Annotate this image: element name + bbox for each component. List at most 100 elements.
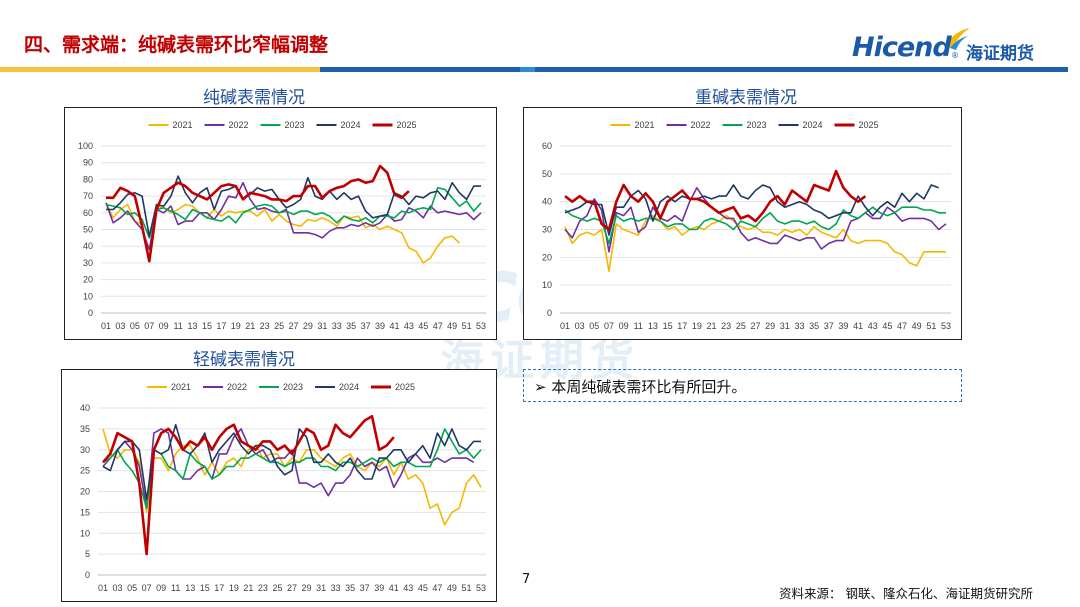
header-stripe-yellow: [0, 67, 320, 72]
y-tick-label: 90: [83, 158, 93, 168]
x-tick-label: 19: [231, 321, 241, 331]
y-tick-label: 30: [83, 258, 93, 268]
x-tick-label: 47: [432, 583, 442, 593]
x-tick-label: 41: [389, 583, 399, 593]
x-tick-label: 39: [838, 321, 848, 331]
y-tick-label: 0: [547, 308, 552, 318]
y-tick-label: 40: [80, 403, 90, 413]
y-tick-label: 30: [542, 225, 552, 235]
y-tick-label: 10: [542, 280, 552, 290]
x-tick-label: 25: [272, 583, 282, 593]
hicend-logo: Hicend ® 海证期货: [850, 26, 1060, 66]
x-tick-label: 41: [389, 321, 399, 331]
legend-label-2023: 2023: [747, 120, 767, 130]
x-tick-label: 05: [127, 583, 137, 593]
y-tick-label: 20: [542, 252, 552, 262]
x-tick-label: 19: [692, 321, 702, 331]
legend-label-2022: 2022: [691, 120, 711, 130]
legend-label-2023: 2023: [285, 120, 305, 130]
x-tick-label: 29: [303, 321, 313, 331]
x-tick-label: 51: [926, 321, 936, 331]
chart-title-light-ash: 轻碱表需情况: [193, 350, 295, 370]
y-tick-label: 25: [80, 466, 90, 476]
legend-label-2021: 2021: [171, 382, 191, 392]
x-tick-label: 43: [403, 583, 413, 593]
y-tick-label: 5: [85, 549, 90, 559]
y-tick-label: 15: [80, 507, 90, 517]
y-tick-label: 60: [83, 208, 93, 218]
x-tick-label: 15: [200, 583, 210, 593]
x-tick-label: 43: [404, 321, 414, 331]
x-tick-label: 37: [361, 321, 371, 331]
x-tick-label: 11: [171, 583, 180, 593]
legend-label-2025: 2025: [397, 120, 417, 130]
y-tick-label: 70: [83, 191, 93, 201]
note-text: 本周纯碱表需环比有所回升。: [551, 378, 747, 396]
chart-svg-soda-ash: 0 10 20 30 40 50 60 70 80 90 100 01 03 05 07 09 11 13 15 17…: [78, 120, 486, 331]
chart-title-dense-ash: 重碱表需情况: [695, 88, 797, 108]
series-line-2021: [564, 214, 946, 273]
series-line-2025: [102, 414, 395, 556]
x-tick-label: 53: [476, 583, 486, 593]
logo-swoosh-icon: [944, 28, 970, 50]
y-tick-label: 30: [80, 445, 90, 455]
x-tick-label: 15: [202, 321, 212, 331]
x-tick-label: 47: [897, 321, 907, 331]
chart-soda-ash: 0 10 20 30 40 50 60 70 80 90 100 01 03 05 07 09 11 13 15 17…: [64, 107, 497, 340]
series-line-2023: [105, 187, 482, 239]
x-tick-label: 33: [331, 583, 341, 593]
x-tick-label: 27: [287, 583, 297, 593]
y-tick-label: 10: [80, 528, 90, 538]
x-tick-label: 17: [216, 321, 226, 331]
x-tick-label: 21: [707, 321, 717, 331]
legend-label-2022: 2022: [227, 382, 247, 392]
x-tick-label: 21: [243, 583, 253, 593]
x-tick-label: 29: [765, 321, 775, 331]
x-tick-label: 09: [619, 321, 629, 331]
x-tick-label: 33: [794, 321, 804, 331]
x-tick-label: 23: [721, 321, 731, 331]
y-tick-label: 40: [83, 241, 93, 251]
chart-dense-ash: 0 10 20 30 40 50 60 01 03 05 07 09 11 13 15 17 19 21 23 25 2…: [523, 107, 962, 340]
y-tick-label: 60: [542, 141, 552, 151]
x-tick-label: 33: [332, 321, 342, 331]
series-line-2021: [102, 428, 482, 526]
legend-label-2021: 2021: [635, 120, 655, 130]
legend-label-2024: 2024: [803, 120, 823, 130]
x-tick-label: 07: [142, 583, 152, 593]
x-tick-label: 23: [260, 321, 270, 331]
x-tick-label: 37: [824, 321, 834, 331]
x-tick-label: 49: [447, 583, 457, 593]
x-tick-label: 51: [461, 583, 471, 593]
series-line-2024: [106, 175, 481, 237]
x-tick-label: 25: [736, 321, 746, 331]
x-tick-label: 11: [173, 321, 182, 331]
chart-light-ash: 0 5 10 15 20 25 30 35 40 01 03 05 07 09 11 13 15 17 19 21 23…: [61, 369, 497, 602]
x-tick-label: 23: [258, 583, 268, 593]
x-tick-label: 49: [912, 321, 922, 331]
x-tick-label: 05: [130, 321, 140, 331]
series-line-2023: [564, 206, 946, 245]
series-line-2024: [102, 423, 481, 501]
x-tick-label: 35: [809, 321, 819, 331]
x-tick-label: 45: [418, 321, 428, 331]
x-tick-label: 31: [316, 583, 326, 593]
y-tick-label: 0: [85, 570, 90, 580]
x-tick-label: 45: [418, 583, 428, 593]
header-stripe-navy: [535, 67, 1068, 72]
x-tick-label: 25: [274, 321, 284, 331]
x-tick-label: 09: [159, 321, 169, 331]
page-title: 四、需求端：纯碱表需环比窄幅调整: [24, 34, 329, 56]
x-tick-label: 13: [648, 321, 658, 331]
x-tick-label: 53: [476, 321, 486, 331]
y-tick-label: 35: [80, 424, 90, 434]
x-tick-label: 17: [214, 583, 224, 593]
legend-label-2022: 2022: [229, 120, 249, 130]
y-tick-label: 50: [83, 225, 93, 235]
note-bullet-icon: ➢: [534, 378, 547, 396]
note-line: ➢ 本周纯碱表需环比有所回升。: [534, 376, 746, 397]
x-tick-label: 21: [245, 321, 255, 331]
y-tick-label: 40: [542, 197, 552, 207]
series-line-2024: [564, 184, 939, 236]
chart-svg-dense-ash: 0 10 20 30 40 50 60 01 03 05 07 09 11 13 15 17 19 21 23 25 2…: [542, 120, 951, 331]
